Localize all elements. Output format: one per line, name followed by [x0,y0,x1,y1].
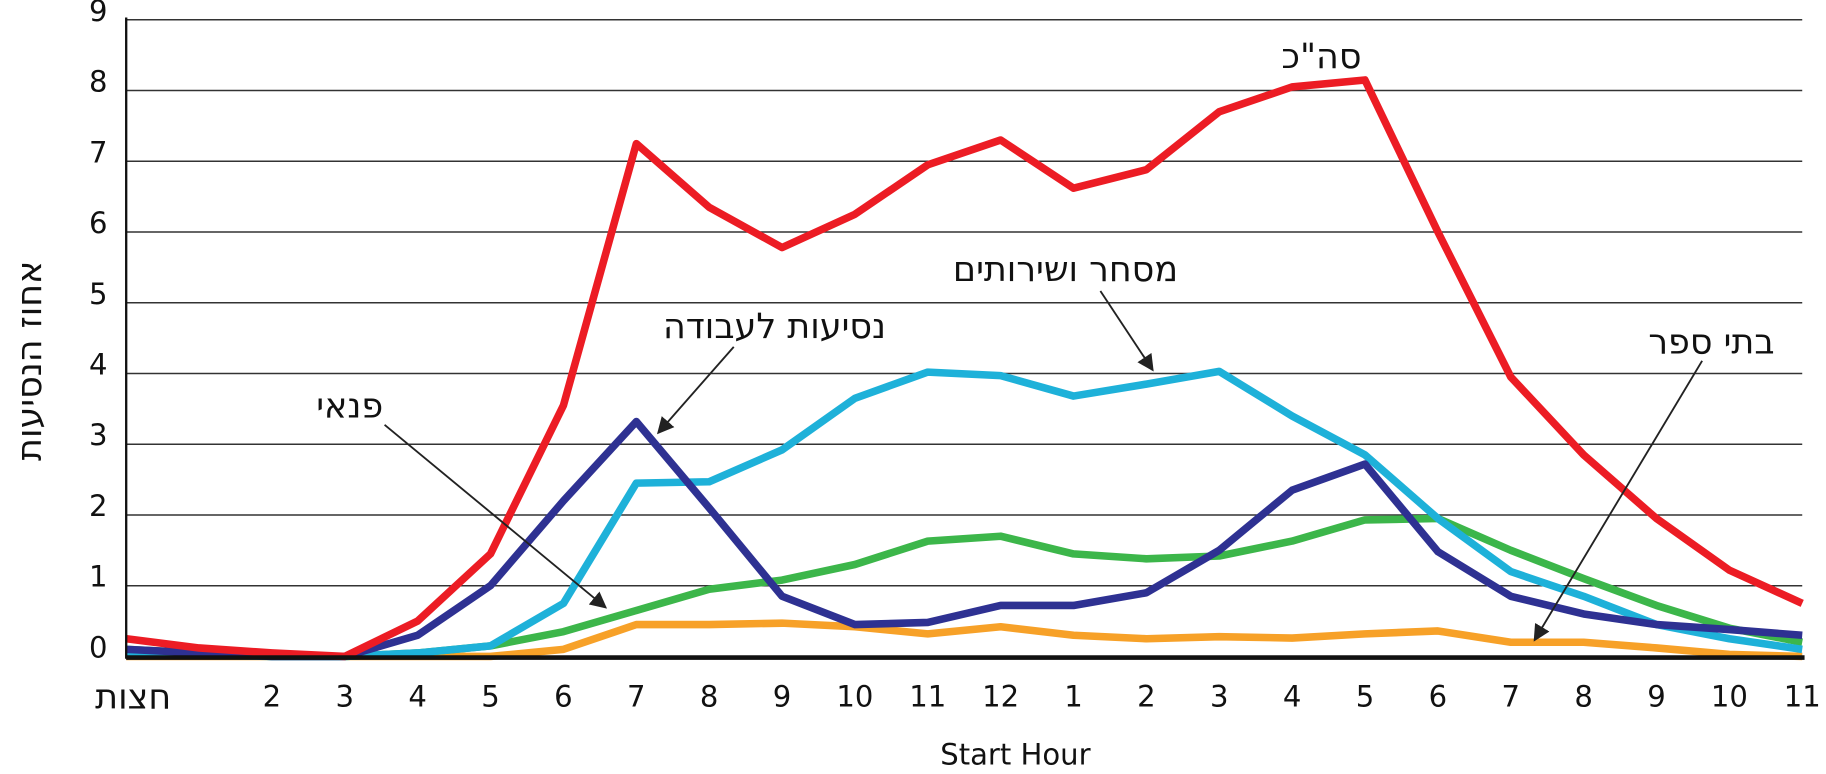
series-label: פנאי [316,386,383,426]
x-tick-label: 6 [554,679,573,713]
x-tick-label: 10 [836,679,873,713]
y-tick-label: 0 [89,630,108,664]
series-line [126,367,1803,661]
x-tick-label: 12 [982,679,1019,713]
y-tick-label: 2 [89,489,108,523]
arrow [1099,290,1154,372]
annotations [383,290,1703,642]
y-axis-label: אחוז הנסיעות [10,261,50,461]
x-tick-label: 4 [408,679,427,713]
arrow [1533,360,1703,642]
y-tick-label: 3 [89,418,108,452]
x-tick-label: 8 [700,679,719,713]
x-tick-label: 11 [1784,679,1821,713]
x-tick-label: 6 [1429,679,1448,713]
y-tick-label: 4 [89,348,108,382]
x-tick-label: 5 [481,679,500,713]
arrow [383,424,608,609]
y-tick-label: 8 [89,65,108,99]
series-label: נסיעות לעבודה [663,307,886,347]
series-line [126,417,1803,661]
x-tick-label: 5 [1356,679,1375,713]
x-tick-label: חצות [95,677,171,717]
arrow [656,346,735,435]
x-tick-label: 9 [773,679,792,713]
series-label: בתי ספר [1648,322,1774,362]
x-tick-label: 4 [1283,679,1302,713]
x-tick-label: 1 [1064,679,1083,713]
x-tick-label: 11 [909,679,946,713]
y-tick-label: 7 [89,135,108,169]
y-tick-label: 1 [89,560,108,594]
x-axis-label: Start Hour [940,738,1090,772]
x-tick-label: 2 [1137,679,1156,713]
x-tick-label: 10 [1711,679,1748,713]
x-tick-label: 7 [1501,679,1520,713]
x-tick-label: 3 [336,679,355,713]
y-tick-label: 5 [89,277,108,311]
series-line [125,76,1804,661]
x-tick-label: 9 [1647,679,1666,713]
x-tick-label: 8 [1574,679,1593,713]
series-label: סה"כ [1282,37,1362,77]
series-label: מסחר ושירותים [953,250,1178,290]
y-tick-label: 6 [89,206,108,240]
x-tick-label: 7 [627,679,646,713]
x-tick-label: 2 [263,679,282,713]
x-tick-label: 3 [1210,679,1229,713]
y-tick-label: 9 [89,0,108,28]
